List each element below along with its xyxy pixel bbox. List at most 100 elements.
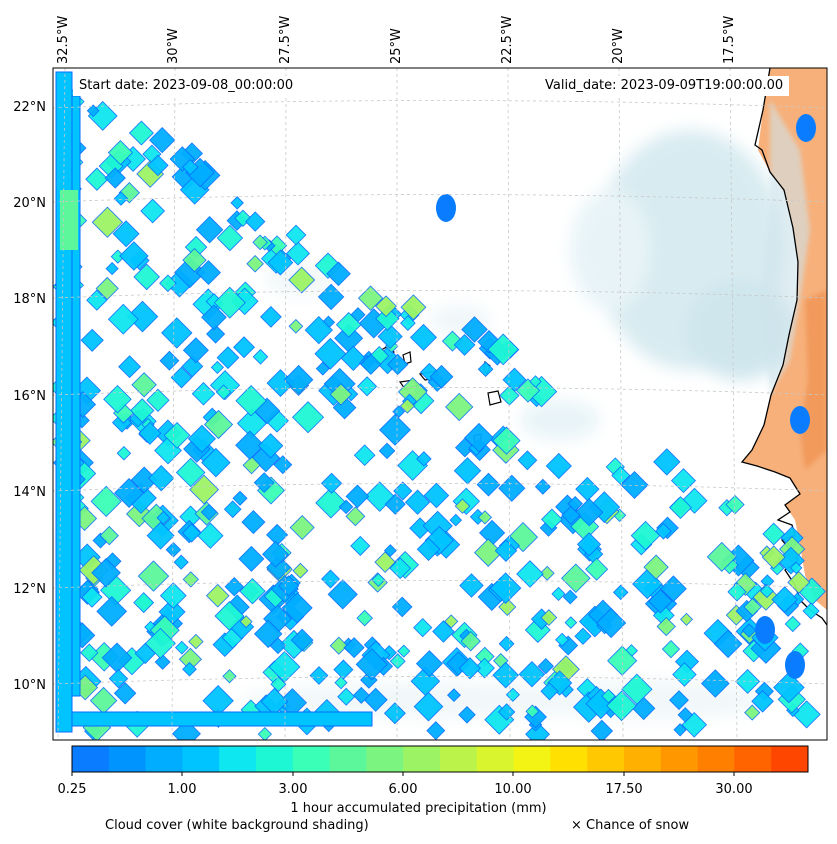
lon-label-20w: 20°W — [611, 28, 626, 64]
precip-cell — [270, 676, 287, 693]
precip-cell — [393, 481, 413, 501]
precip-cell — [802, 602, 820, 620]
precip-cell — [304, 315, 333, 345]
precip-cell — [260, 687, 289, 716]
precip-cell — [656, 616, 676, 637]
lat-label-18n: 18°N — [13, 292, 46, 307]
colorbar-block — [587, 746, 625, 772]
colorbar-block — [550, 746, 588, 772]
precip-cell — [404, 489, 431, 515]
precip-cell — [277, 575, 300, 597]
precip-cell — [210, 360, 224, 375]
precip-cell — [389, 653, 406, 670]
precip-cell — [458, 657, 482, 680]
precip-cell — [796, 114, 816, 142]
precip-cell — [327, 579, 358, 610]
precip-cell — [773, 671, 805, 704]
precip-cell — [140, 198, 166, 224]
precip-cell — [315, 487, 347, 519]
precip-cell — [426, 721, 446, 740]
precip-cell — [131, 372, 157, 398]
precip-cell — [611, 465, 631, 486]
precip-cell — [138, 421, 162, 445]
lat-label-22n: 22°N — [13, 100, 46, 115]
lat-label-20n: 20°N — [13, 196, 46, 211]
precip-cell — [105, 261, 119, 276]
precip-cell — [761, 545, 786, 570]
precip-cell — [492, 426, 521, 455]
precip-cell — [345, 506, 366, 527]
precip-cell — [262, 540, 289, 568]
precip-cell — [744, 704, 761, 721]
colorbar: 0.25 1.00 3.00 6.00 10.00 17.50 30.00 — [58, 745, 809, 797]
map-area[interactable] — [50, 68, 827, 748]
lon-label-32-5w: 32.5°W — [56, 16, 71, 64]
precip-cell — [288, 318, 304, 334]
precip-cell — [356, 609, 373, 627]
precip-cell — [86, 104, 100, 118]
precip-cell — [475, 646, 495, 667]
precip-cell — [224, 577, 244, 597]
precip-cell — [383, 702, 406, 725]
precip-cell — [266, 523, 289, 546]
precip-cell — [91, 206, 124, 238]
longitude-labels: 32.5°W 30°W 27.5°W 25°W 22.5°W 20°W 17.5… — [56, 16, 737, 64]
precip-cell — [751, 689, 774, 713]
precip-cell — [725, 495, 745, 515]
precip-cell — [460, 631, 481, 652]
precip-cell — [292, 562, 309, 579]
precip-cell — [383, 544, 397, 558]
precip-cell — [182, 571, 199, 588]
precip-cell — [534, 478, 551, 495]
precip-cell — [182, 661, 197, 677]
precip-cell — [118, 355, 142, 379]
precip-cell — [539, 565, 555, 581]
precip-cell — [329, 636, 348, 655]
precip-cell — [178, 647, 202, 671]
precip-cell — [760, 574, 775, 589]
precip-cell — [416, 451, 432, 467]
precip-cell — [487, 333, 520, 366]
precip-cell — [449, 513, 463, 527]
precip-cell — [215, 384, 232, 400]
lon-label-22-5w: 22.5°W — [500, 16, 515, 64]
precip-cell — [377, 323, 403, 350]
precip-cell — [257, 726, 273, 740]
precip-cell — [159, 582, 187, 609]
precip-cell — [338, 499, 354, 515]
precip-cell — [741, 623, 757, 638]
precip-cell — [630, 520, 661, 551]
precip-cell — [735, 669, 761, 694]
precip-cell — [498, 474, 526, 502]
latitude-labels: 22°N 20°N 18°N 16°N 14°N 12°N 10°N — [13, 100, 46, 693]
colorbar-title: 1 hour accumulated precipitation (mm) — [290, 801, 547, 816]
precip-cell — [461, 316, 488, 343]
precip-cell — [252, 234, 268, 251]
precip-cell — [612, 584, 629, 601]
precip-cell — [107, 140, 133, 166]
colorbar-ticks — [71, 772, 735, 776]
precip-cell — [727, 582, 747, 602]
precip-cell — [576, 532, 602, 557]
precip-cell — [246, 255, 264, 273]
colorbar-block — [182, 746, 220, 772]
precip-cell — [464, 422, 494, 453]
precip-cell — [643, 554, 669, 580]
precip-cell — [492, 661, 519, 689]
precip-cell — [289, 515, 315, 541]
precip-cell — [423, 482, 450, 509]
precip-cell — [453, 334, 476, 356]
precip-cell — [147, 154, 169, 177]
precip-cell — [129, 398, 155, 423]
precip-cell — [477, 510, 493, 525]
precip-cell — [108, 668, 129, 689]
precip-cell — [669, 496, 692, 520]
precip-cell — [374, 551, 396, 573]
precip-cell — [415, 650, 443, 678]
precip-cell — [133, 592, 155, 614]
precip-cell — [585, 557, 609, 581]
precip-cell — [281, 592, 313, 624]
precip-cell — [148, 465, 175, 492]
precip-cell — [236, 408, 267, 439]
precip-cell — [653, 448, 681, 476]
